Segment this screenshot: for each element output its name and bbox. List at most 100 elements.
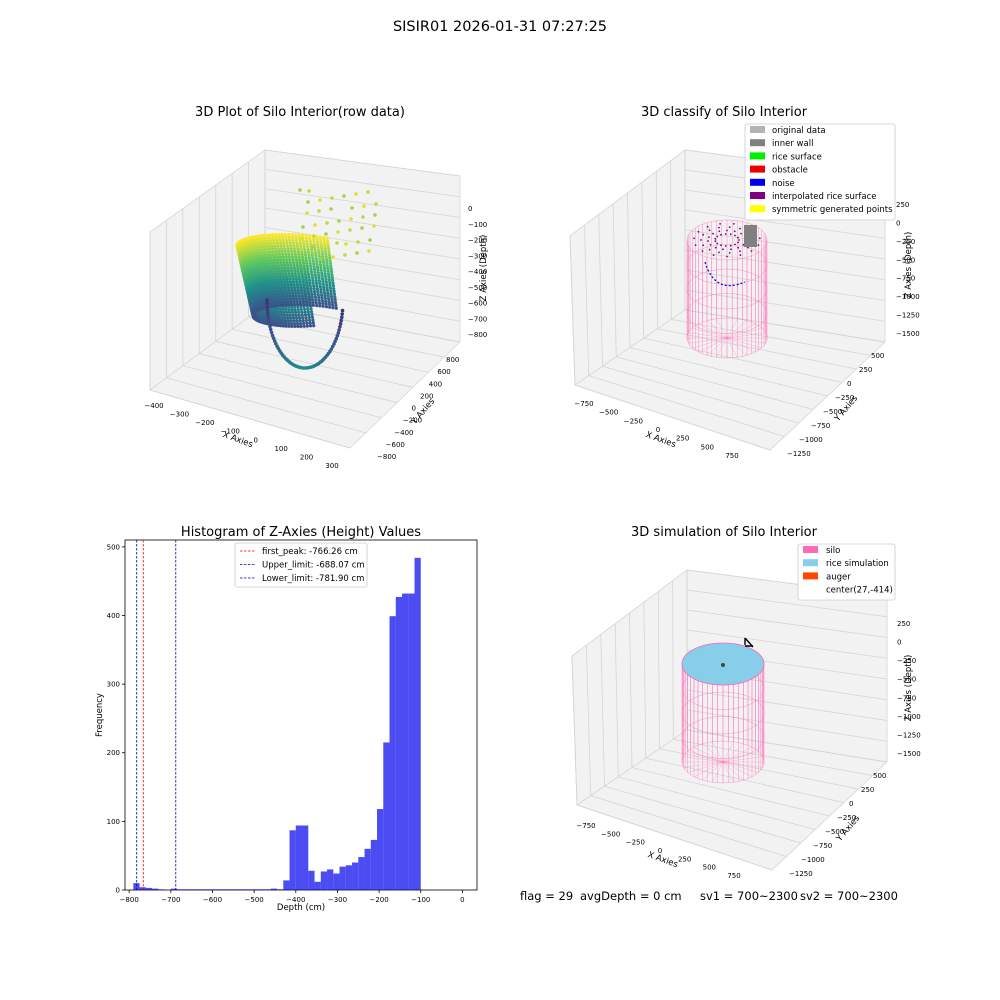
histogram-bar [352, 862, 359, 890]
histogram-bar [214, 889, 221, 890]
classify-legend-swatch [750, 139, 765, 147]
classify-legend-swatch [750, 126, 765, 133]
classify-legend: original data inner wall rice surface obsta… [744, 123, 896, 221]
classify-zlabel: Z Axies (Depth) [904, 232, 914, 299]
histogram-ytick: 100 [107, 818, 120, 826]
classify-ztick: −250 [896, 238, 915, 246]
classify-xtick: −250 [624, 417, 643, 425]
simulation-ytick: −500 [825, 828, 844, 836]
histogram-bar [277, 889, 284, 890]
classify-legend-swatch [750, 165, 765, 173]
classify-xtick: 750 [725, 452, 738, 460]
raw-xtick: −100 [221, 428, 240, 436]
classify-ztick: −1250 [896, 312, 920, 320]
raw-xtick: 200 [300, 453, 313, 461]
classify-legend-swatch [750, 205, 765, 213]
status-line: flag = 29 avgDepth = 0 cm sv1 = 700~2300… [520, 889, 898, 903]
simulation-legend-swatch [803, 546, 818, 553]
histogram-bar [208, 889, 215, 890]
histogram-bar [389, 616, 396, 890]
classify-xtick: −750 [574, 400, 593, 408]
simulation-legend-swatch [803, 559, 818, 567]
raw-ztick: −800 [468, 331, 487, 339]
simulation-ztick: −1000 [897, 713, 921, 721]
histogram-bar [133, 883, 140, 890]
classify-silo-cylinder [686, 219, 768, 359]
raw-ytick: −200 [403, 417, 422, 425]
classify-ztick: 0 [896, 219, 900, 227]
classify-xlabel: X Axies [644, 430, 677, 450]
histogram-bar [339, 866, 346, 890]
classify-ytick: −250 [835, 394, 854, 402]
raw-ytick: −600 [386, 441, 405, 449]
simulation-ztick: −500 [897, 676, 916, 684]
histogram-bar [270, 888, 278, 890]
histogram-bar [377, 809, 384, 890]
classify-ztick: 250 [896, 201, 909, 209]
raw-xtick: 100 [274, 445, 287, 453]
histogram-bar [364, 848, 371, 890]
raw-xtick: −400 [144, 402, 163, 410]
classify-panel-title: 3D classify of Silo Interior [641, 105, 808, 120]
classify-ytick: 500 [871, 352, 884, 360]
histogram-xtick: −600 [203, 896, 222, 904]
simulation-legend-label: rice simulation [826, 559, 889, 569]
classify-legend-swatch [750, 152, 765, 160]
histogram-ytick: 400 [107, 612, 120, 620]
simulation-panel-title: 3D simulation of Silo Interior [631, 525, 818, 540]
histogram-ytick: 300 [107, 681, 120, 689]
classify-ytick: 250 [859, 366, 872, 374]
classify-ztick: −1000 [896, 293, 920, 301]
histogram-bar [264, 889, 271, 890]
simulation-legend-swatch [803, 572, 818, 580]
simulation-ytick: 250 [861, 786, 874, 794]
simulation-panel: 3D simulation of Silo Interior −750 −500 −… [571, 525, 921, 880]
histogram-title: Histogram of Z-Axies (Height) Values [181, 525, 421, 540]
classify-legend-label: interpolated rice surface [772, 192, 877, 202]
raw-xtick: −200 [195, 419, 214, 427]
histogram-xtick: −300 [328, 896, 347, 904]
histogram-bar [383, 742, 390, 890]
raw-ytick: −400 [394, 429, 413, 437]
raw-ytick: 600 [437, 368, 450, 376]
raw-zlabel: Z Axies (Depth) [479, 235, 489, 302]
raw-ztick: −500 [468, 284, 487, 292]
classify-xtick: 250 [676, 435, 689, 443]
histogram-bar [195, 889, 203, 890]
histogram-bar [245, 889, 253, 890]
raw-ytick: −800 [377, 453, 396, 461]
raw-xtick: 0 [253, 436, 257, 444]
status-sv2: sv2 = 700~2300 [800, 889, 898, 903]
classify-ztick: −1500 [896, 330, 920, 338]
simulation-ytick: 500 [873, 772, 886, 780]
classify-legend-swatch [750, 178, 765, 186]
histogram-bar [370, 839, 378, 890]
histogram-bar [395, 596, 403, 890]
histogram-bar [295, 825, 303, 890]
raw-panel-title: 3D Plot of Silo Interior(row data) [195, 105, 405, 120]
classify-ztick: −750 [896, 275, 915, 283]
raw-ztick: −300 [468, 252, 487, 260]
histogram-bar [183, 889, 190, 890]
simulation-ztick: −1250 [897, 731, 921, 739]
raw-ztick: −200 [468, 237, 487, 245]
histogram-bar [408, 593, 415, 890]
histogram-bar [314, 881, 321, 890]
simulation-ztick: −750 [897, 694, 916, 702]
raw-ztick: −100 [468, 221, 487, 229]
histogram-bar [327, 869, 334, 890]
histogram-bar [239, 889, 246, 890]
classify-ytick: −500 [823, 408, 842, 416]
histogram-legend-label: first_peak: -766.26 cm [262, 547, 358, 557]
simulation-xtick: 0 [658, 847, 662, 855]
simulation-xlabel: X Axies [646, 850, 679, 870]
classify-ytick: −1250 [787, 450, 811, 458]
classify-legend-label: obstacle [772, 166, 808, 176]
simulation-ztick: −250 [897, 657, 916, 665]
histogram-bar [139, 887, 146, 890]
simulation-xtick: −750 [576, 822, 595, 830]
classify-ztick: −500 [896, 256, 915, 264]
raw-xtick: −300 [170, 411, 189, 419]
classify-ytick: −750 [811, 422, 830, 430]
